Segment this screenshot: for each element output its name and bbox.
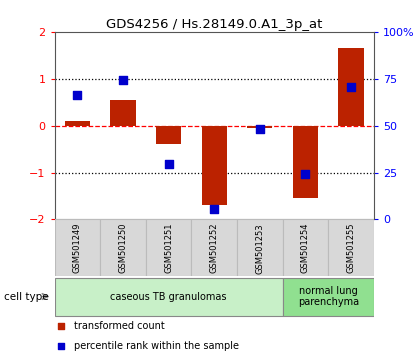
Title: GDS4256 / Hs.28149.0.A1_3p_at: GDS4256 / Hs.28149.0.A1_3p_at <box>106 18 323 31</box>
Point <box>257 127 263 132</box>
Bar <box>247 126 272 128</box>
Text: GSM501255: GSM501255 <box>346 223 355 273</box>
Bar <box>65 121 90 126</box>
Bar <box>55 278 283 316</box>
Text: caseous TB granulomas: caseous TB granulomas <box>110 291 227 302</box>
Text: transformed count: transformed count <box>74 321 165 331</box>
Bar <box>55 219 100 276</box>
Text: GSM501254: GSM501254 <box>301 223 310 273</box>
Bar <box>202 126 227 205</box>
Bar <box>339 48 364 126</box>
Point <box>120 77 126 82</box>
Bar <box>283 219 328 276</box>
Text: GSM501250: GSM501250 <box>118 223 128 273</box>
Point <box>165 161 172 167</box>
Text: cell type: cell type <box>4 291 49 302</box>
Bar <box>110 100 136 126</box>
Bar <box>293 126 318 198</box>
Bar <box>146 219 192 276</box>
Bar <box>237 219 283 276</box>
Text: GSM501252: GSM501252 <box>210 223 219 273</box>
Bar <box>192 219 237 276</box>
Bar <box>328 219 374 276</box>
Point <box>58 324 64 329</box>
Point <box>58 343 64 349</box>
Bar <box>283 278 374 316</box>
Point <box>74 92 81 98</box>
Point <box>348 84 354 90</box>
Text: percentile rank within the sample: percentile rank within the sample <box>74 341 239 351</box>
Text: GSM501251: GSM501251 <box>164 223 173 273</box>
Text: normal lung
parenchyma: normal lung parenchyma <box>298 286 359 307</box>
Point <box>211 206 218 212</box>
Point <box>302 171 309 176</box>
Bar <box>156 126 181 144</box>
Bar <box>100 219 146 276</box>
Text: GSM501253: GSM501253 <box>255 223 264 274</box>
Text: GSM501249: GSM501249 <box>73 223 82 273</box>
